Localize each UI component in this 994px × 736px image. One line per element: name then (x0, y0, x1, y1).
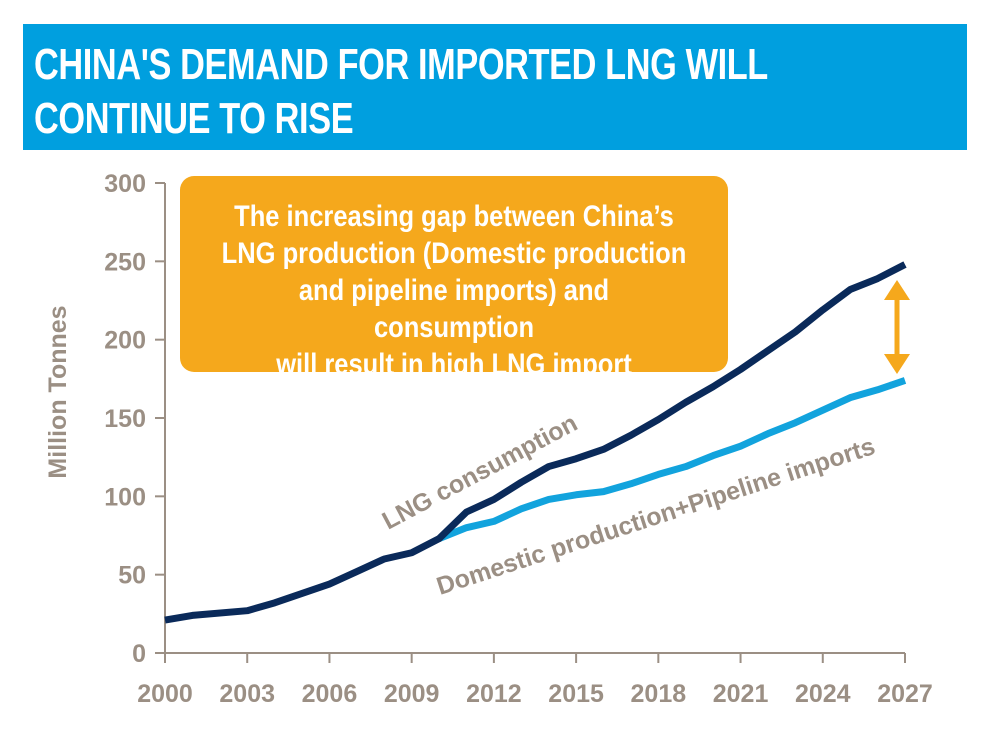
chart-title: CHINA'S DEMAND FOR IMPORTED LNG WILL CON… (34, 40, 768, 143)
y-axis-label: Million Tonnes (44, 305, 72, 478)
y-tick-label: 200 (104, 327, 146, 355)
y-tick-label: 250 (104, 248, 146, 276)
x-tick-label: 2024 (795, 680, 851, 708)
y-tick-label: 100 (104, 483, 146, 511)
callout-box: The increasing gap between China’s LNG p… (180, 176, 728, 418)
callout-line: will result in high LNG import volumes (276, 348, 632, 418)
y-tick-label: 0 (132, 640, 146, 668)
x-tick-label: 2006 (302, 680, 358, 708)
gap-arrow-icon (884, 280, 910, 374)
x-tick-label: 2021 (713, 680, 769, 708)
x-tick-label: 2003 (219, 680, 275, 708)
x-tick-label: 2027 (877, 680, 933, 708)
y-tick-label: 300 (104, 170, 146, 198)
callout-text: The increasing gap between China’s LNG p… (221, 198, 687, 420)
title-banner (23, 24, 967, 150)
callout-line: and pipeline imports) and consumption (298, 274, 610, 344)
callout-line: LNG production (Domestic production (221, 237, 687, 270)
series-line-domestic (437, 377, 907, 542)
series-line-consumption (164, 261, 907, 624)
y-tick-label: 150 (104, 405, 146, 433)
x-tick-label: 2015 (548, 680, 604, 708)
x-tick-label: 2009 (384, 680, 440, 708)
x-tick-label: 2000 (137, 680, 193, 708)
x-tick-label: 2018 (631, 680, 687, 708)
y-tick-label: 50 (118, 562, 146, 590)
series-label-consumption: LNG consumption (378, 409, 582, 535)
x-tick-label: 2012 (466, 680, 522, 708)
callout-line: The increasing gap between China’s (234, 200, 674, 233)
